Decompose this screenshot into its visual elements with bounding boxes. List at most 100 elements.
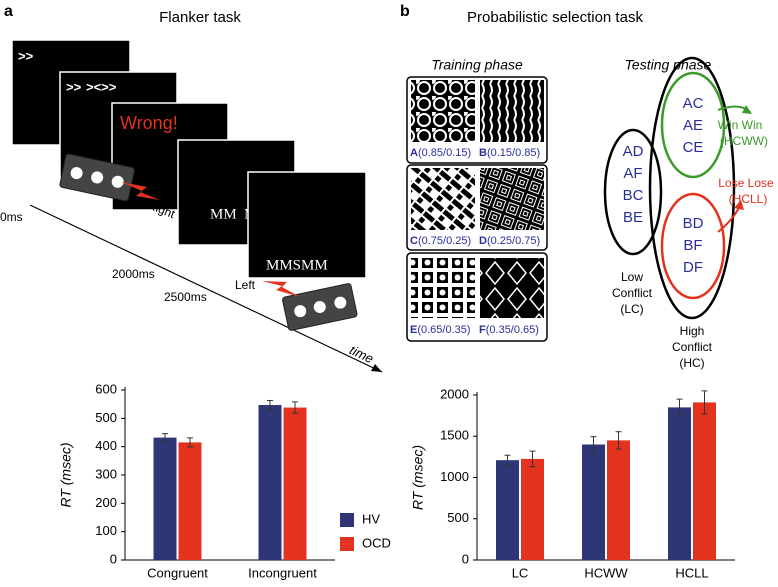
bar: [582, 444, 605, 560]
screen-text: >>: [18, 48, 34, 63]
screen: [247, 171, 367, 279]
response-box: [282, 283, 358, 331]
y-axis-label: RT (msec): [58, 442, 74, 507]
group-label: Conflict: [672, 340, 713, 354]
response-label: Left: [235, 278, 256, 292]
arrow-head: [734, 200, 744, 210]
y-tick-label: 300: [95, 466, 117, 481]
error-bar: [162, 433, 168, 443]
screen-text: >>: [66, 79, 82, 94]
bar: [153, 437, 177, 560]
response-box: [59, 153, 135, 202]
bar: [668, 407, 691, 560]
panel-title: Probabilistic selection task: [467, 9, 643, 26]
legend-swatch: [340, 537, 354, 551]
error-bar: [267, 399, 273, 411]
screen-text: Wrong!: [120, 113, 178, 133]
y-tick-label: 600: [95, 381, 117, 396]
group-label: (HCLL): [729, 192, 768, 206]
group-label: Conflict: [612, 286, 653, 300]
bar: [496, 460, 519, 560]
bar: [283, 407, 307, 560]
group-ellipse: [660, 71, 726, 179]
legend-label: HV: [362, 511, 380, 526]
x-tick-label: HCLL: [675, 565, 708, 580]
group-ellipse: [648, 56, 736, 320]
pair-labels: A(0.85/0.15) B(0.15/0.85) C(0.75/0.25) D…: [410, 147, 540, 336]
pair: BF: [683, 237, 702, 254]
bar: [693, 402, 716, 560]
time-axis: [29, 204, 383, 373]
error-bar: [615, 431, 622, 450]
test-pairs: AD AF BC BE AC AE CE BD BF DF: [623, 95, 704, 276]
arrow-head: [371, 364, 382, 372]
pair: CE: [683, 139, 704, 156]
bolt: [121, 182, 160, 200]
panel-title: Flanker task: [159, 9, 241, 26]
group-label: High: [680, 324, 705, 338]
stim-label: E(0.65/0.35): [410, 324, 471, 336]
time-label: 2500ms: [164, 290, 207, 304]
error-bar: [590, 436, 597, 453]
error-bar: [187, 437, 193, 448]
panel-letter: b: [400, 3, 410, 20]
bar: [607, 440, 630, 560]
y-tick-label: 500: [447, 510, 469, 525]
y-axis-label: RT (msec): [410, 445, 426, 510]
pair: BC: [623, 187, 644, 204]
screen-text: MMSMM: [266, 257, 328, 273]
screen-text: ><>>: [86, 79, 117, 94]
y-tick-label: 500: [95, 410, 117, 425]
time-label: 2000ms: [112, 267, 155, 281]
y-tick-label: 2000: [440, 386, 469, 401]
group-ellipse: [603, 128, 663, 256]
pair: AD: [623, 143, 644, 160]
phase-title: Training phase: [431, 57, 523, 73]
y-tick-label: 0: [462, 551, 469, 566]
pair: DF: [683, 259, 703, 276]
y-tick-label: 100: [95, 523, 117, 538]
bar: [258, 405, 282, 560]
y-tick-label: 0: [110, 551, 117, 566]
y-tick-label: 200: [95, 495, 117, 510]
group-label: (LC): [620, 302, 643, 316]
group-label: (HCWW): [720, 134, 768, 148]
error-bar: [676, 398, 683, 417]
time-label: 0ms: [0, 210, 23, 224]
arrow-head: [742, 105, 752, 114]
group-labels: Low Conflict (LC) High Conflict (HC) Win…: [612, 118, 774, 370]
pair: AF: [623, 165, 642, 182]
panel-letter: a: [4, 3, 13, 20]
training-pairs: [406, 76, 548, 342]
group-label: Lose Lose: [718, 176, 774, 190]
stim-label: B(0.15/0.85): [479, 147, 540, 159]
group-label: Low: [621, 270, 643, 284]
error-bar: [701, 390, 708, 415]
group-label: (HC): [679, 356, 704, 370]
pair: BD: [683, 215, 704, 232]
y-tick-label: 1500: [440, 428, 469, 443]
error-bar: [529, 450, 536, 468]
bar: [178, 442, 202, 560]
error-bar: [292, 401, 298, 414]
pair: BE: [623, 209, 643, 226]
stim-label: D(0.25/0.75): [479, 235, 540, 247]
pair: AC: [683, 95, 704, 112]
stim-label: C(0.75/0.25): [410, 235, 471, 247]
stim-label: A(0.85/0.15): [410, 147, 471, 159]
phase-title: Testing phase: [625, 57, 712, 73]
pair: AE: [683, 117, 703, 134]
error-bar: [504, 454, 511, 466]
legend-label: OCD: [362, 535, 391, 550]
x-tick-label: LC: [512, 565, 529, 580]
x-tick-label: HCWW: [584, 565, 628, 580]
group-ellipse: [660, 192, 726, 300]
y-tick-label: 400: [95, 438, 117, 453]
group-label: Win Win: [718, 118, 763, 132]
bar: [521, 458, 544, 560]
x-tick-label: Incongruent: [248, 565, 317, 580]
y-tick-label: 1000: [440, 469, 469, 484]
arrow: [717, 204, 741, 233]
stim-label: F(0.35/0.65): [479, 324, 539, 336]
